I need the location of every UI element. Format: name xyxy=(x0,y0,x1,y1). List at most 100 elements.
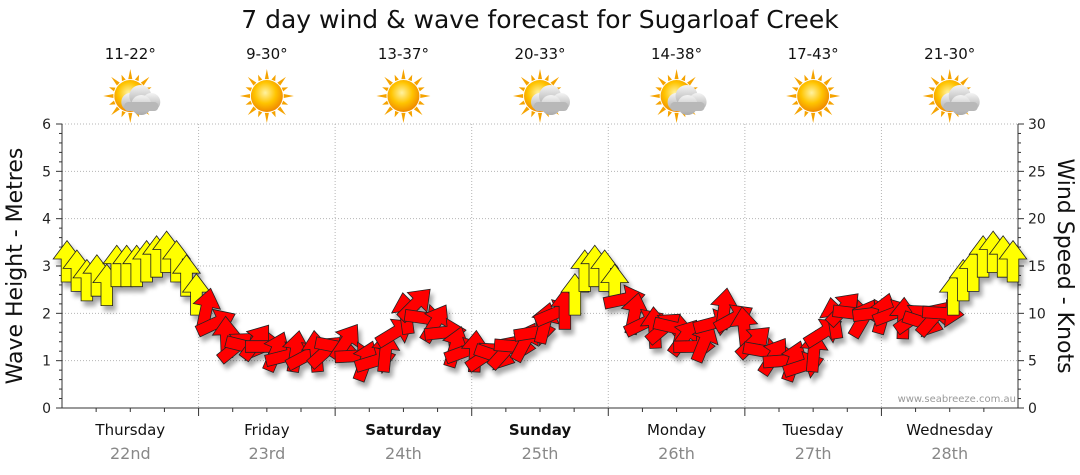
right-tick-label: 30 xyxy=(1028,117,1046,133)
sun-ray xyxy=(384,106,393,116)
day-date: 27th xyxy=(795,444,832,463)
cloud-base xyxy=(943,102,978,111)
sun-ray xyxy=(277,76,286,86)
left-tick-label: 3 xyxy=(42,259,51,275)
sun-ray xyxy=(245,100,253,105)
day-temperature: 20-33° xyxy=(514,45,565,63)
wind-arrow xyxy=(171,254,202,297)
sun-ray xyxy=(817,110,822,118)
weather-row: 11-22° 9-30° 13-37° 20-33° 14-38° 17-43° 21-30… xyxy=(103,45,980,123)
sun-ray xyxy=(408,74,413,82)
wind-arrows xyxy=(52,230,1028,383)
sun-ray xyxy=(786,93,797,99)
sun-ray xyxy=(281,100,289,105)
sun-ray xyxy=(264,69,269,80)
sun-ray xyxy=(687,76,696,86)
sun-ray xyxy=(513,93,524,99)
day-date: 28th xyxy=(931,444,968,463)
sun-ray xyxy=(930,106,940,116)
sun-ray xyxy=(413,106,423,116)
sun-ray xyxy=(408,110,413,118)
day-date: 22nd xyxy=(110,444,151,463)
sun-ray xyxy=(804,110,809,118)
day-name: Tuesday xyxy=(782,421,844,439)
left-axis-title: Wave Height - Metres xyxy=(3,148,28,385)
right-tick-label: 5 xyxy=(1028,354,1037,370)
right-axis-title: Wind Speed - Knots xyxy=(1052,158,1077,373)
day-name: Friday xyxy=(244,421,290,439)
sun-ray xyxy=(413,76,423,86)
sun-ray xyxy=(537,69,543,80)
right-tick-label: 25 xyxy=(1028,164,1046,180)
sun-ray xyxy=(111,76,120,86)
sun-ray xyxy=(376,93,387,99)
right-tick-label: 0 xyxy=(1028,401,1037,417)
sun-ray xyxy=(827,87,835,92)
sun-ray xyxy=(794,76,803,86)
sun-ray xyxy=(247,76,257,86)
sun-ray xyxy=(382,87,389,92)
sun-ray xyxy=(649,93,660,99)
sun-ray xyxy=(420,93,431,99)
sun-ray xyxy=(121,74,126,82)
day-name: Saturday xyxy=(365,421,442,439)
sun-ray xyxy=(281,87,289,92)
sun-ray xyxy=(258,74,263,82)
sun-ray xyxy=(544,74,549,82)
day-temperature: 21-30° xyxy=(924,45,975,63)
left-tick-label: 5 xyxy=(42,164,51,180)
sun-ray xyxy=(550,76,560,86)
day-date: 24th xyxy=(385,444,422,463)
sun-ray xyxy=(111,106,120,116)
left-tick-label: 2 xyxy=(42,306,51,322)
right-tick-label: 15 xyxy=(1028,259,1046,275)
sun-ray xyxy=(823,106,833,116)
sun-ray xyxy=(283,93,294,99)
sun-ray xyxy=(247,106,257,116)
sun-ray xyxy=(520,106,530,116)
day-temperature: 13-37° xyxy=(378,45,429,63)
sun-ray xyxy=(264,112,269,123)
sun-ray xyxy=(674,112,679,123)
day-name: Monday xyxy=(647,421,706,439)
cloud-base xyxy=(534,102,568,111)
sun-ray xyxy=(418,87,425,92)
sun-icon xyxy=(239,69,294,123)
sun-ray xyxy=(674,69,679,80)
day-date: 25th xyxy=(522,444,559,463)
sun-ray xyxy=(518,100,526,105)
sun-ray xyxy=(258,110,263,118)
cloud-base xyxy=(670,102,705,111)
sun-ray xyxy=(811,69,816,80)
sun-ray xyxy=(960,76,969,86)
sun-ray xyxy=(531,74,536,82)
sun-ray xyxy=(657,106,667,116)
partly-cloudy-icon xyxy=(922,69,980,123)
partly-cloudy-icon xyxy=(103,69,161,123)
sun-ray xyxy=(922,93,933,99)
sun-ray xyxy=(940,74,946,82)
sun-ray xyxy=(928,100,935,105)
left-tick-label: 6 xyxy=(42,117,51,133)
sun-ray xyxy=(817,74,822,82)
right-tick-label: 10 xyxy=(1028,306,1046,322)
sun-ray xyxy=(940,110,946,118)
day-labels: Thursday 22nd Friday 23rd Saturday 24th Sunday… xyxy=(94,421,993,463)
sun-ray xyxy=(791,87,799,92)
wind-arrow xyxy=(998,239,1028,283)
sun-ray xyxy=(128,69,133,80)
sun-ray xyxy=(382,100,389,105)
sun-ray xyxy=(667,110,672,118)
day-name: Wednesday xyxy=(906,421,993,439)
sun-ray xyxy=(140,76,150,86)
cloud-shape xyxy=(667,85,707,115)
sun-ray xyxy=(394,74,399,82)
sun-ray xyxy=(827,100,835,105)
day-temperature: 11-22° xyxy=(105,45,156,63)
right-tick-label: 20 xyxy=(1028,212,1046,228)
cloud-shape xyxy=(940,85,980,115)
sun-ray xyxy=(804,74,809,82)
left-tick-label: 0 xyxy=(42,401,51,417)
sun-ray xyxy=(394,110,399,118)
